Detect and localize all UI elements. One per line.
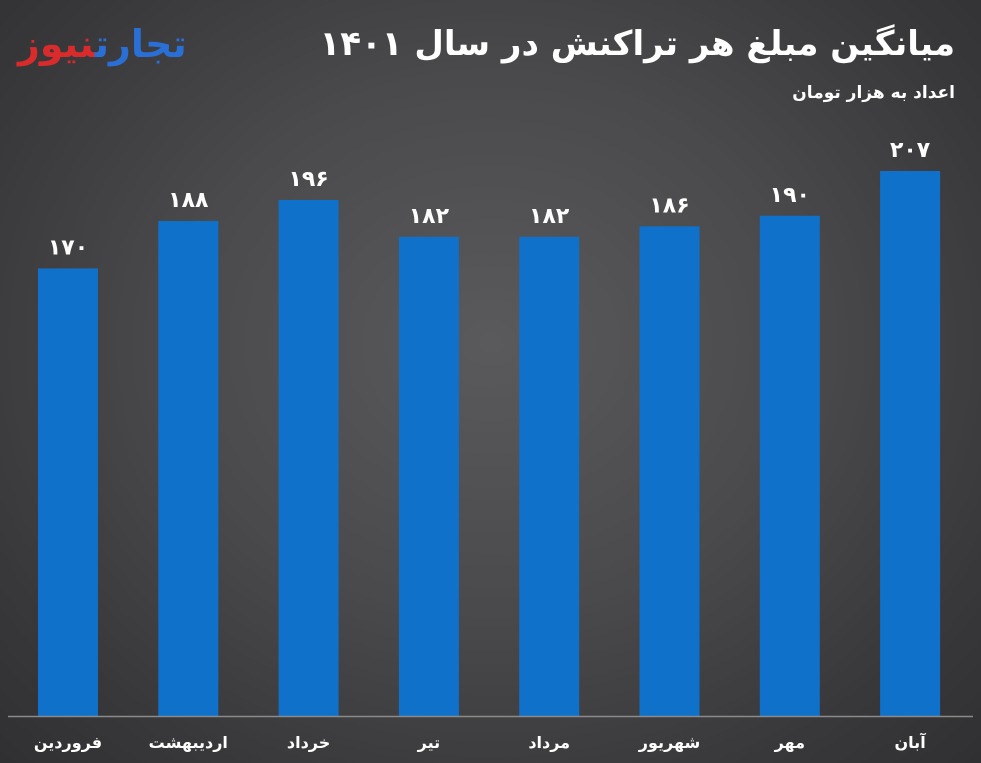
bar-6 <box>639 226 700 716</box>
category-label: فروردین <box>34 733 102 752</box>
logo-word-red: نیوز <box>18 22 95 66</box>
data-label: ۱۸۸ <box>168 188 209 213</box>
category-label: تیر <box>417 733 441 752</box>
data-label: ۱۹۰ <box>770 183 810 208</box>
bar-4 <box>398 236 459 716</box>
category-label: خرداد <box>287 733 330 752</box>
bar-2 <box>158 221 219 716</box>
data-label: ۱۷۰ <box>48 235 88 260</box>
chart-title: میانگین مبلغ هر تراکنش در سال ۱۴۰۱ <box>319 24 955 64</box>
data-label: ۱۸۲ <box>529 204 570 229</box>
data-label: ۱۸۲ <box>409 204 450 229</box>
bar-7 <box>759 215 820 716</box>
category-label: مهر <box>774 733 805 752</box>
bar-1 <box>38 268 98 716</box>
bar-3 <box>278 199 339 716</box>
category-label: شهریور <box>638 733 701 752</box>
bar-8 <box>880 171 941 716</box>
chart-subtitle: اعداد به هزار تومان <box>792 83 955 103</box>
data-label: ۲۰۷ <box>890 138 931 163</box>
logo-word-blue: تجارت <box>94 22 187 66</box>
category-label: مرداد <box>528 733 570 752</box>
data-label: ۱۸۶ <box>649 193 689 218</box>
brand-logo: تجارتنیوز <box>18 22 187 66</box>
category-label: اردیبهشت <box>149 733 228 752</box>
data-label: ۱۹۶ <box>288 167 328 192</box>
category-label: آبان <box>895 732 927 752</box>
bar-5 <box>519 236 580 716</box>
